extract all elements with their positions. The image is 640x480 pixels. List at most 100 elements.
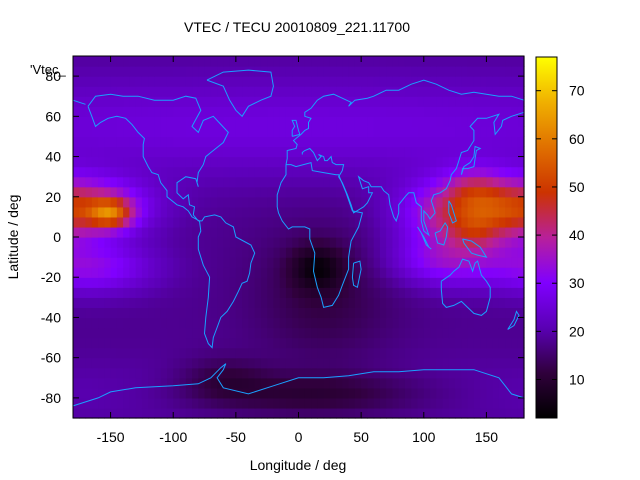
heatmap-cell — [273, 186, 281, 198]
heatmap-cell — [373, 136, 381, 148]
heatmap-cell — [517, 66, 525, 77]
heatmap-cell — [505, 237, 513, 248]
heatmap-cell — [473, 166, 481, 178]
heatmap-cell — [386, 86, 394, 97]
heatmap-cell — [348, 86, 356, 97]
heatmap-cell — [329, 146, 337, 158]
heatmap-cell — [430, 76, 437, 87]
heatmap-cell — [480, 337, 488, 349]
heatmap-cell — [104, 297, 112, 308]
heatmap-cell — [480, 96, 488, 107]
heatmap-cell — [154, 367, 162, 379]
heatmap-cell — [317, 237, 325, 248]
heatmap-cell — [461, 257, 469, 268]
heatmap-cell — [185, 96, 193, 107]
heatmap-cell — [279, 76, 287, 87]
heatmap-cell — [235, 126, 243, 138]
heatmap-cell — [248, 367, 256, 379]
heatmap-cell — [354, 237, 362, 248]
heatmap-cell — [91, 247, 99, 258]
heatmap-cell — [85, 106, 93, 117]
heatmap-cell — [166, 407, 174, 419]
heatmap-cell — [467, 96, 475, 107]
heatmap-cell — [179, 277, 187, 288]
heatmap-cell — [367, 307, 375, 319]
heatmap-cell — [398, 327, 406, 339]
heatmap-cell — [254, 317, 262, 329]
heatmap-cell — [486, 367, 494, 379]
heatmap-cell — [498, 307, 506, 319]
heatmap-cell — [217, 176, 224, 188]
coastline — [507, 310, 520, 330]
heatmap-cell — [79, 66, 87, 77]
heatmap-cell — [116, 146, 124, 158]
heatmap-cell — [292, 96, 300, 107]
heatmap-cell — [285, 226, 293, 238]
heatmap-cell — [204, 397, 212, 409]
heatmap-cell — [492, 407, 500, 419]
heatmap-cell — [348, 247, 356, 258]
heatmap-cell — [79, 146, 87, 158]
heatmap-cell — [467, 116, 475, 127]
heatmap-cell — [235, 407, 243, 419]
heatmap-cell — [141, 166, 149, 178]
heatmap-cell — [298, 267, 306, 278]
heatmap-cell — [398, 277, 406, 288]
heatmap-cell — [467, 146, 475, 158]
heatmap-cell — [492, 206, 500, 218]
heatmap-cell — [148, 317, 156, 329]
heatmap-cell — [79, 247, 87, 258]
heatmap-cell — [304, 176, 312, 188]
heatmap-cell — [285, 367, 293, 379]
heatmap-cell — [173, 66, 181, 77]
heatmap-cell — [104, 96, 112, 107]
heatmap-cell — [298, 76, 306, 87]
heatmap-cell — [260, 76, 268, 87]
heatmap-cell — [273, 106, 281, 117]
heatmap-cell — [323, 216, 331, 228]
heatmap-cell — [223, 106, 231, 117]
heatmap-cell — [511, 297, 519, 308]
heatmap-cell — [179, 76, 187, 87]
heatmap-cell — [323, 337, 331, 349]
heatmap-cell — [285, 206, 293, 218]
heatmap-cell — [348, 327, 356, 339]
heatmap-cell — [492, 397, 500, 409]
heatmap-cell — [85, 367, 93, 379]
heatmap-cell — [79, 106, 87, 117]
heatmap-cell — [329, 397, 337, 409]
heatmap-cell — [498, 126, 506, 138]
heatmap-cell — [285, 307, 293, 319]
heatmap-cell — [423, 267, 431, 278]
heatmap-cell — [185, 287, 193, 298]
heatmap-cell — [311, 407, 318, 419]
heatmap-cell — [273, 337, 281, 349]
heatmap-cell — [267, 317, 275, 329]
heatmap-cell — [461, 397, 469, 409]
heatmap-cell — [298, 277, 306, 288]
heatmap-cell — [185, 257, 193, 268]
heatmap-cell — [198, 76, 206, 87]
heatmap-cell — [442, 56, 450, 67]
heatmap-cell — [166, 327, 174, 339]
heatmap-cell — [436, 407, 444, 419]
heatmap-cell — [185, 347, 193, 359]
heatmap-cell — [467, 166, 475, 178]
heatmap-cell — [455, 226, 462, 238]
heatmap-cell — [486, 237, 494, 248]
heatmap-cell — [98, 247, 105, 258]
heatmap-cell — [430, 257, 437, 268]
heatmap-cell — [148, 247, 156, 258]
heatmap-cell — [492, 116, 500, 127]
heatmap-cell — [279, 257, 287, 268]
heatmap-cell — [79, 387, 87, 399]
heatmap-cell — [154, 86, 162, 97]
heatmap-cell — [486, 156, 494, 168]
heatmap-cell — [235, 257, 243, 268]
heatmap-cell — [179, 347, 187, 359]
heatmap-cell — [373, 327, 381, 339]
heatmap-cell — [198, 66, 206, 77]
heatmap-cell — [173, 196, 181, 208]
heatmap-cell — [430, 106, 437, 117]
heatmap-cell — [342, 257, 350, 268]
